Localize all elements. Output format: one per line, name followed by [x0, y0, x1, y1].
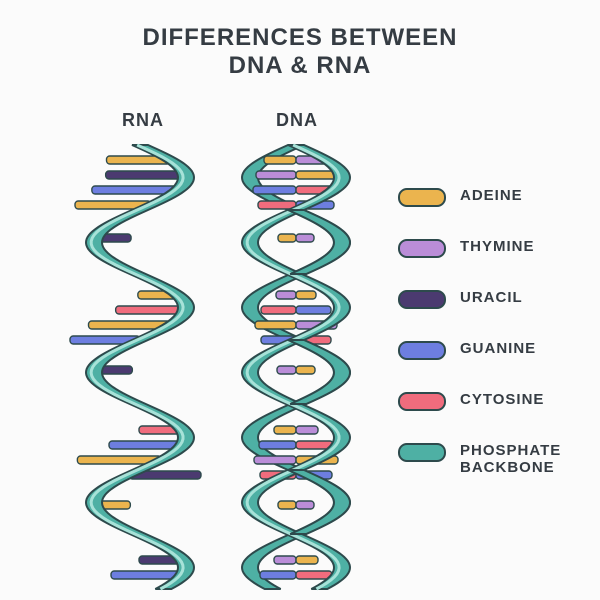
rung-cytosine	[258, 201, 296, 209]
rung-guanine	[296, 306, 331, 314]
rung-cytosine	[116, 306, 186, 314]
legend-item-adenine: ADEINE	[398, 188, 561, 207]
rung-thymine	[276, 291, 296, 299]
rung-adenine	[278, 501, 296, 509]
legend-label: ADEINE	[460, 188, 523, 205]
rung-cytosine	[296, 571, 332, 579]
legend: ADEINE THYMINE URACIL GUANINE CYTOSINE PHOSPH…	[398, 188, 561, 476]
rung-thymine	[274, 556, 296, 564]
rung-thymine	[296, 426, 318, 434]
rung-guanine	[253, 186, 296, 194]
rung-thymine	[254, 456, 296, 464]
rung-adenine	[255, 321, 296, 329]
legend-swatch-guanine	[398, 341, 446, 360]
rung-adenine	[296, 291, 316, 299]
legend-item-cytosine: CYTOSINE	[398, 392, 561, 411]
legend-swatch-uracil	[398, 290, 446, 309]
legend-label: URACIL	[460, 290, 523, 307]
legend-item-guanine: GUANINE	[398, 341, 561, 360]
rung-adenine	[296, 366, 315, 374]
legend-item-phosphate: PHOSPHATE BACKBONE	[398, 443, 561, 476]
rung-adenine	[264, 156, 296, 164]
rung-thymine	[256, 171, 296, 179]
legend-label: CYTOSINE	[460, 392, 544, 409]
legend-swatch-phosphate	[398, 443, 446, 462]
rung-adenine	[296, 556, 318, 564]
rung-adenine	[274, 426, 296, 434]
phosphate-front	[86, 145, 194, 589]
legend-item-uracil: URACIL	[398, 290, 561, 309]
rung-guanine	[259, 441, 296, 449]
rung-uracil	[106, 171, 186, 179]
rung-adenine	[278, 234, 296, 242]
legend-swatch-cytosine	[398, 392, 446, 411]
legend-label: PHOSPHATE BACKBONE	[460, 443, 561, 476]
legend-label: THYMINE	[460, 239, 535, 256]
legend-item-thymine: THYMINE	[398, 239, 561, 258]
rung-guanine	[260, 571, 296, 579]
legend-swatch-thymine	[398, 239, 446, 258]
rung-thymine	[296, 501, 314, 509]
rung-thymine	[277, 366, 296, 374]
rung-cytosine	[261, 306, 296, 314]
rung-adenine	[296, 171, 336, 179]
legend-label: GUANINE	[460, 341, 536, 358]
legend-swatch-adenine	[398, 188, 446, 207]
rung-thymine	[296, 234, 314, 242]
